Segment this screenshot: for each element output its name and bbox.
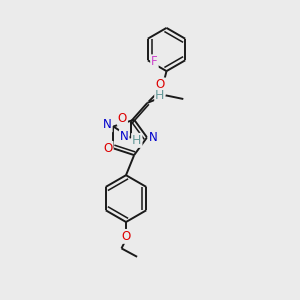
Text: H: H: [155, 89, 165, 102]
Text: N: N: [148, 131, 158, 144]
Text: O: O: [118, 112, 127, 125]
Text: O: O: [122, 230, 130, 243]
Text: F: F: [151, 55, 158, 68]
Text: N: N: [120, 130, 129, 143]
Text: O: O: [156, 78, 165, 92]
Text: N: N: [103, 118, 112, 131]
Text: O: O: [103, 142, 112, 155]
Text: H: H: [132, 134, 142, 147]
